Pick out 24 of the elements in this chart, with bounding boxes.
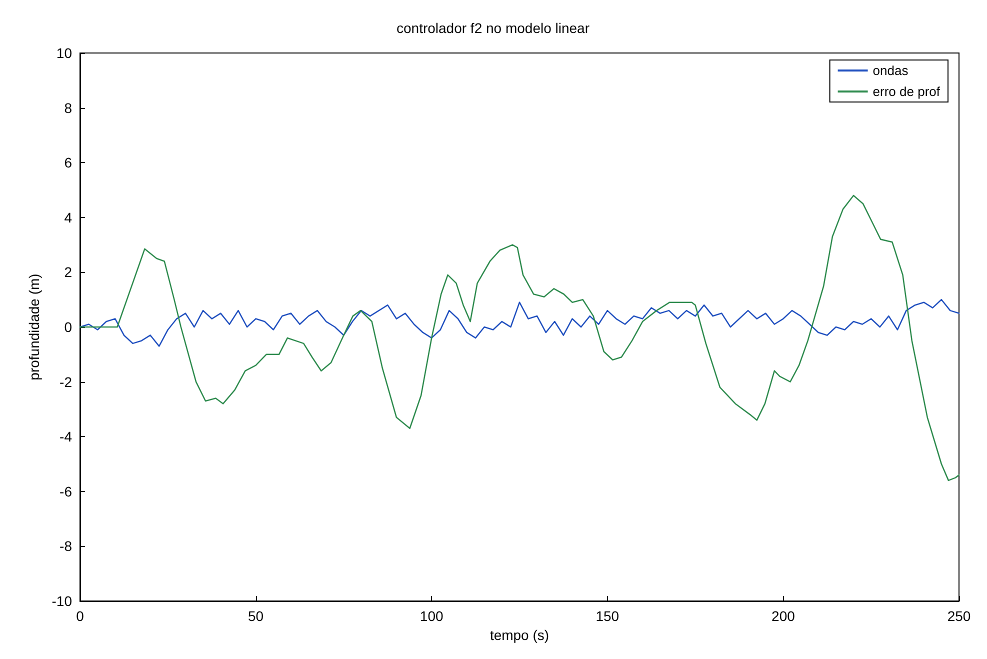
x-axis-title: tempo (s) [490,626,550,643]
y-tick-label: -10 [52,593,72,609]
line-series [79,194,960,482]
y-tick-label: 4 [64,209,72,226]
x-tick-label: 150 [596,608,620,624]
y-tick-label: -8 [60,538,72,554]
y-axis-title: profundidade (m) [26,274,42,380]
y-tick-label: 10 [56,45,72,61]
y-tick-label: -2 [60,374,72,390]
legend-label: ondas [872,63,909,78]
x-tick-label: 250 [947,608,971,624]
y-tick-label: 6 [64,154,72,171]
y-tick-label: -6 [60,483,72,500]
x-tick-label: 100 [420,608,444,624]
x-tick-label: 50 [248,608,264,624]
y-tick-label: 2 [64,264,72,280]
x-tick-label: 0 [76,608,84,624]
legend-label: erro de prof [872,84,940,99]
y-tick-label: 8 [64,100,72,116]
y-tick-label: 0 [64,319,72,335]
y-tick-label: -4 [60,428,72,445]
line-series [79,298,960,347]
x-tick-label: 200 [772,608,796,624]
chart-title: controlador f2 no modelo linear [396,20,590,36]
